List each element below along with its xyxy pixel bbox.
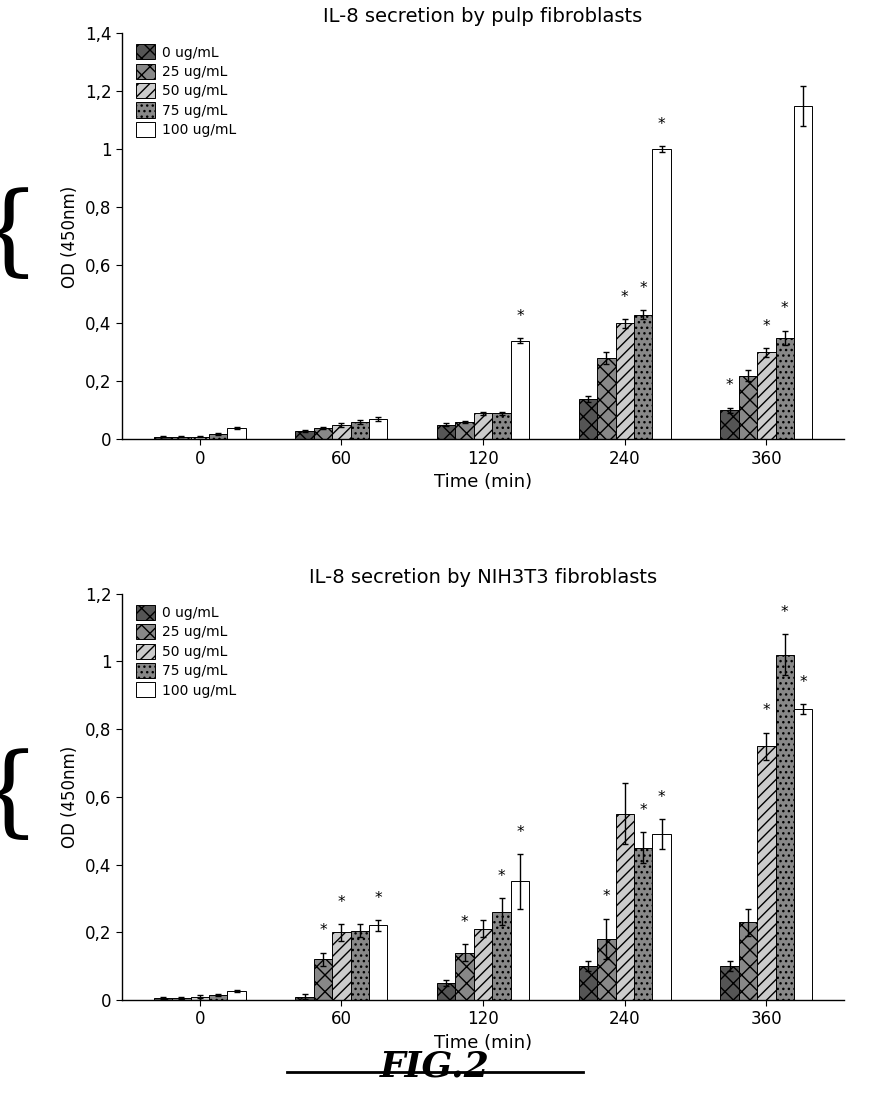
Bar — [597, 358, 615, 440]
Bar — [172, 437, 191, 440]
Bar — [615, 323, 633, 440]
Bar — [455, 952, 473, 1000]
Text: FIG.2: FIG.2 — [380, 1050, 490, 1083]
Bar — [757, 352, 775, 440]
Text: *: * — [780, 301, 788, 317]
Text: *: * — [658, 118, 665, 132]
Bar — [793, 709, 812, 1000]
Bar — [209, 994, 227, 1000]
Text: {: { — [0, 749, 41, 844]
Title: IL-8 secretion by NIH3T3 fibroblasts: IL-8 secretion by NIH3T3 fibroblasts — [309, 568, 657, 587]
X-axis label: Time (min): Time (min) — [434, 1034, 532, 1052]
Bar — [473, 929, 492, 1000]
Text: *: * — [319, 923, 326, 939]
Text: *: * — [516, 825, 524, 840]
Bar — [295, 431, 314, 440]
Bar — [579, 399, 597, 440]
Bar — [511, 881, 529, 1000]
Bar — [437, 983, 455, 1000]
Text: *: * — [780, 605, 788, 620]
Bar — [314, 959, 332, 1000]
Bar — [633, 848, 652, 1000]
Bar — [332, 424, 351, 440]
Text: {: { — [0, 189, 41, 284]
Text: *: * — [516, 309, 524, 324]
X-axis label: Time (min): Time (min) — [434, 473, 532, 491]
Bar — [757, 747, 775, 1000]
Bar — [597, 939, 615, 1000]
Bar — [652, 149, 671, 440]
Bar — [209, 433, 227, 440]
Bar — [369, 925, 387, 1000]
Bar — [295, 997, 314, 1000]
Bar — [579, 967, 597, 1000]
Bar — [351, 422, 369, 440]
Legend: 0 ug/mL, 25 ug/mL, 50 ug/mL, 75 ug/mL, 100 ug/mL: 0 ug/mL, 25 ug/mL, 50 ug/mL, 75 ug/mL, 1… — [136, 44, 237, 137]
Text: *: * — [620, 290, 628, 304]
Bar — [154, 998, 172, 1000]
Text: *: * — [460, 914, 468, 930]
Text: *: * — [338, 894, 345, 910]
Bar — [633, 314, 652, 440]
Bar — [793, 106, 812, 440]
Bar — [473, 413, 492, 440]
Bar — [492, 413, 511, 440]
Bar — [172, 998, 191, 1000]
Text: *: * — [726, 379, 733, 393]
Bar — [720, 410, 739, 440]
Bar — [437, 424, 455, 440]
Bar — [492, 912, 511, 1000]
Bar — [191, 437, 209, 440]
Y-axis label: OD (450nm): OD (450nm) — [61, 186, 79, 288]
Text: *: * — [374, 891, 382, 907]
Text: *: * — [762, 319, 770, 334]
Bar — [332, 932, 351, 1000]
Bar — [191, 997, 209, 1000]
Title: IL-8 secretion by pulp fibroblasts: IL-8 secretion by pulp fibroblasts — [324, 7, 642, 27]
Bar — [775, 338, 793, 440]
Bar — [739, 922, 757, 1000]
Text: *: * — [762, 703, 770, 719]
Legend: 0 ug/mL, 25 ug/mL, 50 ug/mL, 75 ug/mL, 100 ug/mL: 0 ug/mL, 25 ug/mL, 50 ug/mL, 75 ug/mL, 1… — [136, 604, 237, 698]
Text: *: * — [602, 890, 610, 904]
Text: *: * — [498, 869, 505, 884]
Bar — [615, 813, 633, 1000]
Bar — [154, 437, 172, 440]
Bar — [511, 341, 529, 440]
Text: *: * — [799, 674, 806, 690]
Bar — [775, 654, 793, 1000]
Bar — [314, 428, 332, 440]
Bar — [455, 422, 473, 440]
Text: *: * — [639, 803, 646, 818]
Bar — [227, 428, 245, 440]
Text: *: * — [639, 281, 646, 297]
Y-axis label: OD (450nm): OD (450nm) — [61, 745, 79, 848]
Bar — [720, 967, 739, 1000]
Bar — [227, 991, 245, 1000]
Bar — [652, 834, 671, 1000]
Bar — [739, 376, 757, 440]
Bar — [351, 931, 369, 1000]
Bar — [369, 419, 387, 440]
Text: *: * — [658, 790, 665, 804]
